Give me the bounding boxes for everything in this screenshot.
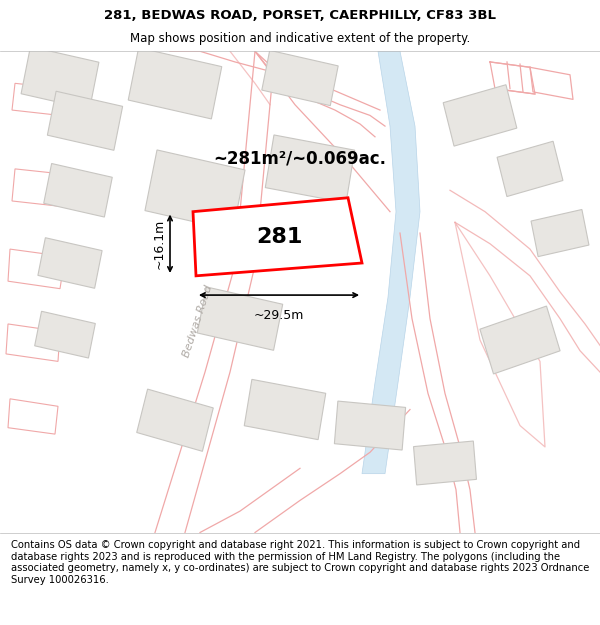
Text: Contains OS data © Crown copyright and database right 2021. This information is : Contains OS data © Crown copyright and d…: [11, 540, 589, 585]
Text: ~29.5m: ~29.5m: [254, 309, 304, 322]
Polygon shape: [137, 389, 213, 451]
Polygon shape: [38, 238, 102, 288]
Text: 281: 281: [257, 227, 303, 247]
Text: ~16.1m: ~16.1m: [153, 219, 166, 269]
Polygon shape: [145, 150, 245, 231]
Polygon shape: [262, 51, 338, 106]
Polygon shape: [265, 135, 355, 203]
Polygon shape: [44, 164, 112, 217]
Polygon shape: [193, 198, 362, 276]
Text: 281, BEDWAS ROAD, PORSET, CAERPHILLY, CF83 3BL: 281, BEDWAS ROAD, PORSET, CAERPHILLY, CF…: [104, 9, 496, 22]
Text: ~281m²/~0.069ac.: ~281m²/~0.069ac.: [214, 149, 386, 168]
Polygon shape: [334, 401, 406, 450]
Polygon shape: [413, 441, 476, 485]
Polygon shape: [197, 287, 283, 350]
Polygon shape: [244, 379, 326, 439]
Text: Bedwas Road: Bedwas Road: [182, 283, 214, 358]
Polygon shape: [21, 47, 99, 109]
Polygon shape: [362, 51, 420, 474]
Polygon shape: [47, 91, 122, 150]
Polygon shape: [497, 141, 563, 196]
Polygon shape: [128, 48, 222, 119]
Polygon shape: [443, 85, 517, 146]
Text: Map shows position and indicative extent of the property.: Map shows position and indicative extent…: [130, 32, 470, 45]
Polygon shape: [531, 209, 589, 257]
Polygon shape: [480, 306, 560, 374]
Polygon shape: [35, 311, 95, 358]
